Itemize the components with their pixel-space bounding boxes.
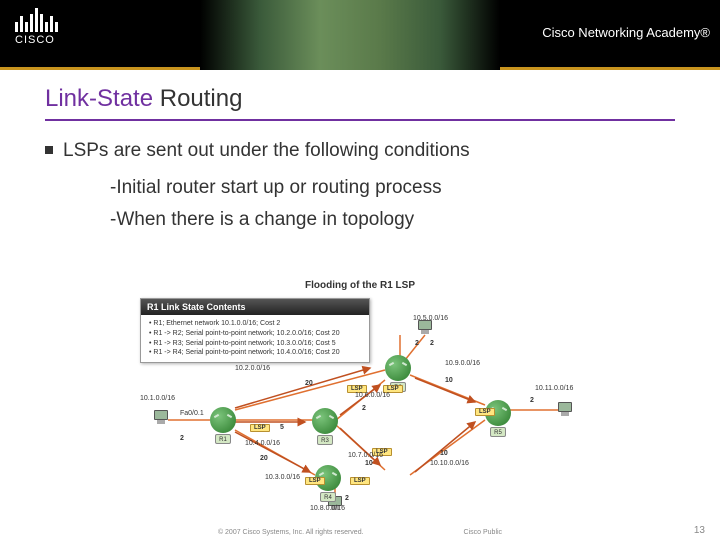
router-r2 — [385, 355, 411, 381]
host-icon — [558, 402, 572, 418]
sub-bullet-2: -When there is a change in topology — [110, 208, 675, 233]
cisco-logo: CISCO — [15, 8, 58, 46]
ip-label: Fa0/0.1 — [180, 410, 204, 417]
cost-label: 20 — [305, 380, 313, 387]
cost-label: 2 — [345, 495, 349, 502]
ip-label: 10.2.0.0/16 — [235, 365, 270, 372]
ip-label: 10.5.0.0/16 — [413, 315, 448, 322]
ip-label: 10.1.0.0/16 — [140, 395, 175, 402]
ip-label: 10.8.0.0/16 — [310, 505, 345, 512]
ip-label: 10.10.0.0/16 — [430, 460, 469, 467]
cisco-brand-text: CISCO — [15, 34, 58, 46]
cost-label: 2 — [430, 340, 434, 347]
title-rest: Routing — [153, 85, 242, 112]
router-label-r5: R5 — [490, 427, 506, 437]
host-icon — [418, 320, 432, 336]
ip-label: 10.7.0.0/16 — [348, 452, 383, 459]
header-photo-strip — [200, 0, 500, 70]
ip-label: 10.6.0.0/16 — [355, 392, 390, 399]
lsp-tag: LSP — [305, 477, 325, 485]
cost-label: 2 — [180, 435, 184, 442]
footer: © 2007 Cisco Systems, Inc. All rights re… — [0, 529, 720, 536]
cost-label: 10 — [440, 450, 448, 457]
academy-text: Cisco Networking Academy® — [542, 25, 710, 40]
bullet-main-row: LSPs are sent out under the following co… — [45, 139, 675, 164]
router-label-r4: R4 — [320, 492, 336, 502]
slide-title: Link-State Routing — [45, 85, 675, 121]
cost-label: 2 — [530, 397, 534, 404]
ip-label: 10.3.0.0/16 — [265, 474, 300, 481]
router-r3 — [312, 408, 338, 434]
title-accent: Link-State — [45, 85, 153, 112]
sub-bullet-1: -Initial router start up or routing proc… — [110, 176, 675, 201]
router-r1 — [210, 407, 236, 433]
lsp-tag: LSP — [475, 408, 495, 416]
cost-label: 10 — [445, 377, 453, 384]
ip-label: 10.4.0.0/16 — [245, 440, 280, 447]
host-icon — [154, 410, 168, 426]
cost-label: 2 — [362, 405, 366, 412]
header-band: CISCO Cisco Networking Academy® — [0, 0, 720, 70]
router-label-r1: R1 — [215, 434, 231, 444]
page-number: 13 — [694, 525, 705, 536]
copyright-text: © 2007 Cisco Systems, Inc. All rights re… — [218, 529, 364, 536]
lsp-tag: LSP — [250, 424, 270, 432]
slide-content: Link-State Routing LSPs are sent out und… — [0, 70, 720, 233]
bullet-main-text: LSPs are sent out under the following co… — [63, 139, 470, 164]
cost-label: 5 — [280, 424, 284, 431]
footer-label: Cisco Public — [464, 529, 503, 536]
cost-label: 20 — [260, 455, 268, 462]
ip-label: 10.9.0.0/16 — [445, 360, 480, 367]
cisco-bars-icon — [15, 8, 58, 32]
cost-label: 2 — [415, 340, 419, 347]
cost-label: 10 — [365, 460, 373, 467]
lsp-tag: LSP — [350, 477, 370, 485]
network-diagram: Flooding of the R1 LSP R1 Link State Con… — [140, 280, 580, 510]
ip-label: 10.11.0.0/16 — [535, 385, 573, 392]
router-label-r3: R3 — [317, 435, 333, 445]
bullet-square-icon — [45, 146, 53, 154]
